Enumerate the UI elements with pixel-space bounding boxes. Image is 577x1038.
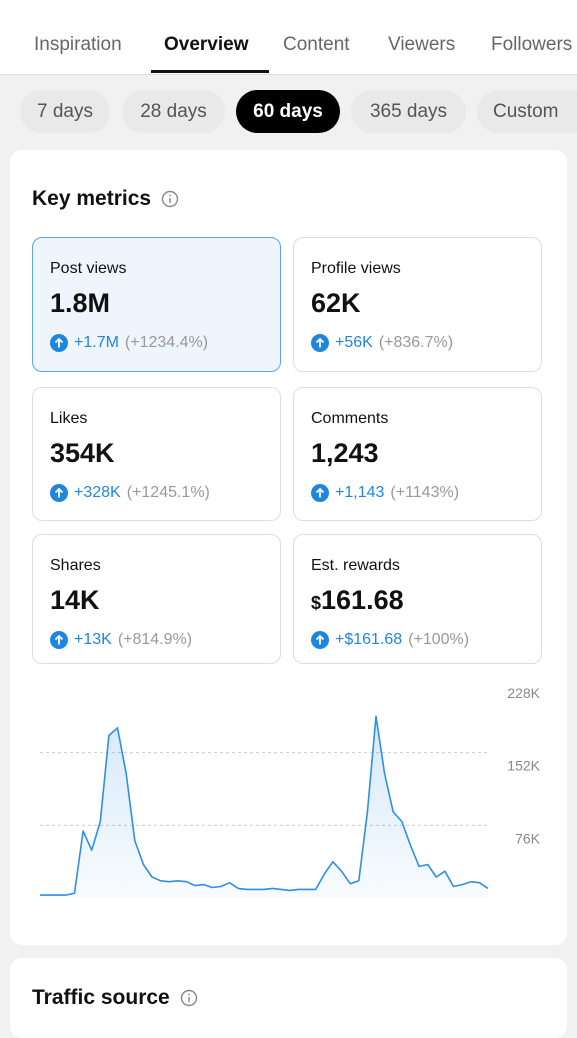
line [40, 715, 489, 896]
metric-card[interactable]: Likes 354K +328K (+1245.1%) [32, 387, 281, 521]
y-tick-label: 76K [515, 830, 541, 846]
tab[interactable]: Inspiration [34, 34, 122, 55]
chart: 76K 152K 228K [40, 685, 541, 898]
value-text: 14K [50, 585, 100, 615]
percent: (+100%) [408, 631, 470, 648]
metric-change: +1,143 (+1143%) [311, 484, 459, 502]
period-pill[interactable]: 365 days [351, 90, 466, 133]
period-pill[interactable]: Custom [477, 90, 577, 133]
tab[interactable]: Followers [491, 34, 573, 55]
metric-value: 62K [311, 288, 361, 319]
tab[interactable]: Content [283, 34, 350, 55]
change: +328K [74, 484, 121, 501]
metric-change: +328K (+1245.1%) [50, 484, 210, 502]
up-icon [50, 334, 68, 352]
info-icon[interactable] [161, 190, 179, 208]
tab[interactable]: Overview [164, 34, 249, 55]
metric-label: Likes [50, 410, 88, 427]
metric-card[interactable]: Shares 14K +13K (+814.9%) [32, 534, 281, 664]
percent: (+1245.1%) [126, 484, 210, 501]
metric-value: 354K [50, 438, 115, 469]
metric-value: 1.8M [50, 288, 110, 319]
metric-change: +13K (+814.9%) [50, 631, 192, 649]
section-title: Traffic source [32, 986, 198, 1010]
metric-label: Comments [311, 410, 389, 427]
section-title: Key metrics [32, 187, 179, 211]
percent: (+814.9%) [117, 631, 193, 648]
period-pill[interactable]: 60 days [236, 90, 340, 133]
metric-label: Est. rewards [311, 557, 400, 574]
change: +$161.68 [335, 631, 403, 648]
value-text: 62K [311, 288, 361, 318]
up-icon [311, 334, 329, 352]
value-text: 1,243 [311, 438, 379, 468]
metric-value: 14K [50, 585, 100, 616]
tab-bar [0, 0, 577, 75]
metric-label: Profile views [311, 260, 401, 277]
currency: $ [311, 593, 322, 613]
change: +1,143 [335, 484, 385, 501]
metric-card[interactable]: Est. rewards $161.68 +$161.68 (+100%) [293, 534, 542, 664]
metric-label: Shares [50, 557, 101, 574]
tab[interactable]: Viewers [388, 34, 456, 55]
period-pill[interactable]: 7 days [20, 90, 110, 133]
value-text: 1.8M [50, 288, 111, 318]
up-icon [311, 484, 329, 502]
area [40, 716, 488, 898]
metric-value: $161.68 [311, 585, 404, 616]
metric-card[interactable]: Profile views 62K +56K (+836.7%) [293, 237, 542, 372]
title-text: Traffic source [32, 986, 170, 1009]
metric-card[interactable]: Comments 1,243 +1,143 (+1143%) [293, 387, 542, 521]
change: +56K [335, 334, 373, 351]
metric-card[interactable]: Post views 1.8M +1.7M (+1234.4%) [32, 237, 281, 372]
info-icon[interactable] [180, 989, 198, 1007]
up-icon [50, 631, 68, 649]
percent: (+836.7%) [378, 334, 454, 351]
metric-change: +$161.68 (+100%) [311, 631, 469, 649]
metric-change: +1.7M (+1234.4%) [50, 334, 208, 352]
metric-change: +56K (+836.7%) [311, 334, 453, 352]
title-text: Key metrics [32, 187, 152, 210]
y-tick-label: 152K [507, 758, 540, 774]
value-text: 354K [50, 438, 115, 468]
metric-label: Post views [50, 260, 127, 277]
change: +13K [74, 631, 112, 648]
metric-value: 1,243 [311, 438, 379, 469]
up-icon [50, 484, 68, 502]
percent: (+1234.4%) [124, 334, 209, 351]
change: +1.7M [74, 334, 119, 351]
value-text: 161.68 [321, 585, 404, 615]
y-tick-label: 228K [507, 685, 540, 701]
up-icon [311, 631, 329, 649]
percent: (+1143%) [390, 484, 460, 501]
tab-indicator [151, 70, 269, 73]
period-pill[interactable]: 28 days [122, 90, 225, 133]
